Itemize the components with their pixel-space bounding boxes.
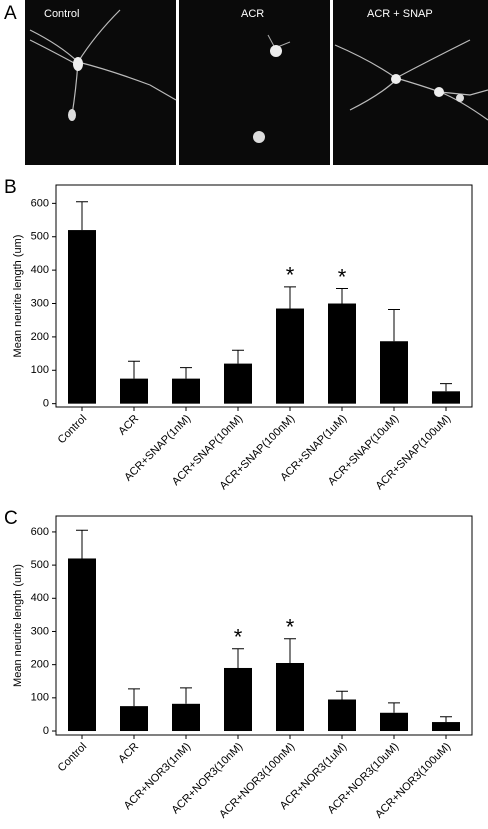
bar [68,230,96,404]
panel-label: C [4,508,18,529]
significance-marker: * [286,615,295,640]
error-bar [180,687,192,704]
y-tick-label: 600 [31,526,49,538]
x-tick-label: ACR [116,741,141,766]
bar [120,378,148,404]
error-bar [336,287,348,304]
y-tick-label: 0 [43,725,49,737]
bar [172,378,200,404]
bar [120,706,148,732]
error-bar [388,309,400,342]
bar [432,391,460,404]
bar [68,558,96,732]
error-bar [180,367,192,379]
y-axis-label: Mean neurite length (um) [12,564,24,687]
y-tick-label: 600 [31,197,49,209]
image-label: ACR [241,8,264,20]
error-bar [336,690,348,700]
x-tick-label: ACR [116,413,141,438]
x-tick-label: Control [56,741,90,775]
bar [380,341,408,404]
y-tick-label: 200 [31,659,49,671]
y-tick-label: 300 [31,297,49,309]
y-tick-label: 400 [31,264,49,276]
y-tick-label: 100 [31,364,49,376]
error-bar [76,529,88,559]
bar [276,308,304,404]
y-tick-label: 0 [43,398,49,410]
y-tick-label: 500 [31,559,49,571]
significance-marker: * [338,264,347,289]
y-tick-label: 400 [31,592,49,604]
y-tick-label: 500 [31,231,49,243]
y-tick-label: 300 [31,625,49,637]
significance-marker: * [286,263,295,288]
y-axis-label: Mean neurite length (um) [12,235,24,358]
error-bar [232,648,244,668]
error-bar [440,383,452,392]
bar [432,722,460,732]
bar [328,303,356,404]
micrograph-acr-snap: ACR + SNAP [333,0,488,165]
y-tick-label: 200 [31,331,49,343]
micrograph-control: Control [25,0,177,165]
bar [224,363,252,404]
error-bar [232,349,244,364]
error-bar [128,688,140,707]
plot-frame [55,515,473,736]
panel-label: B [4,177,17,198]
y-tick-label: 100 [31,692,49,704]
image-label: ACR + SNAP [367,8,433,20]
bar [328,699,356,732]
error-bar [128,360,140,379]
error-bar [440,716,452,723]
error-bar [284,638,296,663]
x-tick-label: Control [56,413,90,447]
bar [380,712,408,732]
bar [276,662,304,732]
image-label: Control [44,8,79,20]
bar [172,703,200,732]
panel-label: A [4,3,17,24]
error-bar [76,201,88,231]
significance-marker: * [234,625,243,650]
micrograph-acr: ACR [179,0,330,165]
plot-frame [55,184,473,408]
error-bar [284,286,296,309]
error-bar [388,702,400,713]
bar [224,667,252,732]
